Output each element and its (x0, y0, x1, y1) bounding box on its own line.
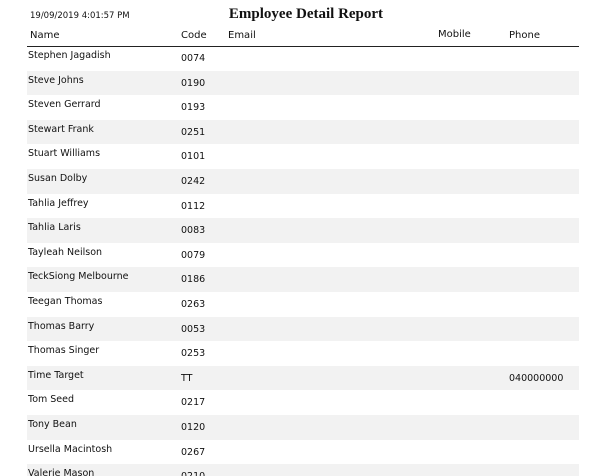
cell-code: 0053 (181, 323, 206, 335)
cell-code: 0074 (181, 53, 206, 64)
report-title: Employee Detail Report (228, 6, 384, 22)
cell-name: Tahlia Jeffrey (28, 197, 89, 209)
cell-code: 0120 (181, 422, 206, 433)
cell-code: 0210 (181, 471, 205, 476)
cell-name: Valerie Mason (28, 468, 95, 476)
row-band (27, 218, 579, 243)
row-band (27, 95, 579, 120)
row-band (27, 194, 579, 219)
row-band (27, 267, 579, 292)
cell-name: Steve Johns (28, 74, 84, 86)
cell-code: 0242 (181, 176, 206, 187)
cell-code: 0263 (181, 299, 206, 310)
cell-code: 0267 (181, 446, 206, 458)
row-band (27, 464, 579, 476)
cell-code: TT (181, 372, 193, 384)
header-rule (27, 46, 579, 47)
cell-name: Thomas Singer (28, 345, 100, 357)
cell-code: 0253 (181, 348, 206, 360)
row-band (27, 169, 579, 194)
cell-phone: 040000000 (509, 372, 564, 384)
cell-name: TeckSiong Melbourne (28, 271, 129, 283)
cell-name: Stuart Williams (28, 148, 101, 160)
column-header: Name (30, 30, 60, 41)
cell-name: Ursella Macintosh (28, 443, 113, 455)
cell-code: 0251 (181, 126, 206, 138)
column-header: Mobile (438, 29, 471, 40)
row-band (27, 292, 579, 317)
cell-name: Tony Bean (28, 419, 77, 430)
row-band (27, 341, 579, 366)
column-header: Phone (509, 30, 540, 41)
cell-code: 0083 (181, 225, 206, 237)
row-band (27, 70, 579, 96)
row-band (27, 144, 579, 169)
row-band (27, 243, 579, 268)
cell-code: 0101 (181, 151, 206, 163)
timestamp: 19/09/2019 4:01:57 PM (30, 11, 130, 21)
cell-code: 0190 (181, 77, 206, 89)
cell-name: Steven Gerrard (28, 99, 101, 111)
cell-name: Susan Dolby (28, 173, 88, 184)
cell-code: 0079 (181, 249, 206, 261)
cell-name: Tahlia Laris (28, 222, 81, 234)
cell-code: 0193 (181, 102, 206, 114)
cell-name: Teegan Thomas (28, 296, 103, 307)
cell-name: Tom Seed (28, 394, 75, 406)
row-band (27, 415, 579, 440)
column-header: Email (228, 30, 256, 41)
row-band (27, 119, 579, 145)
row-band (27, 390, 579, 415)
cell-name: Time Target (28, 369, 84, 381)
cell-code: 0186 (181, 274, 206, 286)
row-band (27, 316, 579, 342)
cell-code: 0112 (181, 200, 206, 212)
cell-code: 0217 (181, 397, 206, 409)
column-header: Code (181, 30, 207, 41)
cell-name: Thomas Barry (28, 320, 95, 332)
row-band (27, 365, 579, 391)
cell-name: Stewart Frank (28, 123, 94, 135)
cell-name: Tayleah Neilson (28, 246, 103, 258)
cell-name: Stephen Jagadish (28, 50, 111, 61)
